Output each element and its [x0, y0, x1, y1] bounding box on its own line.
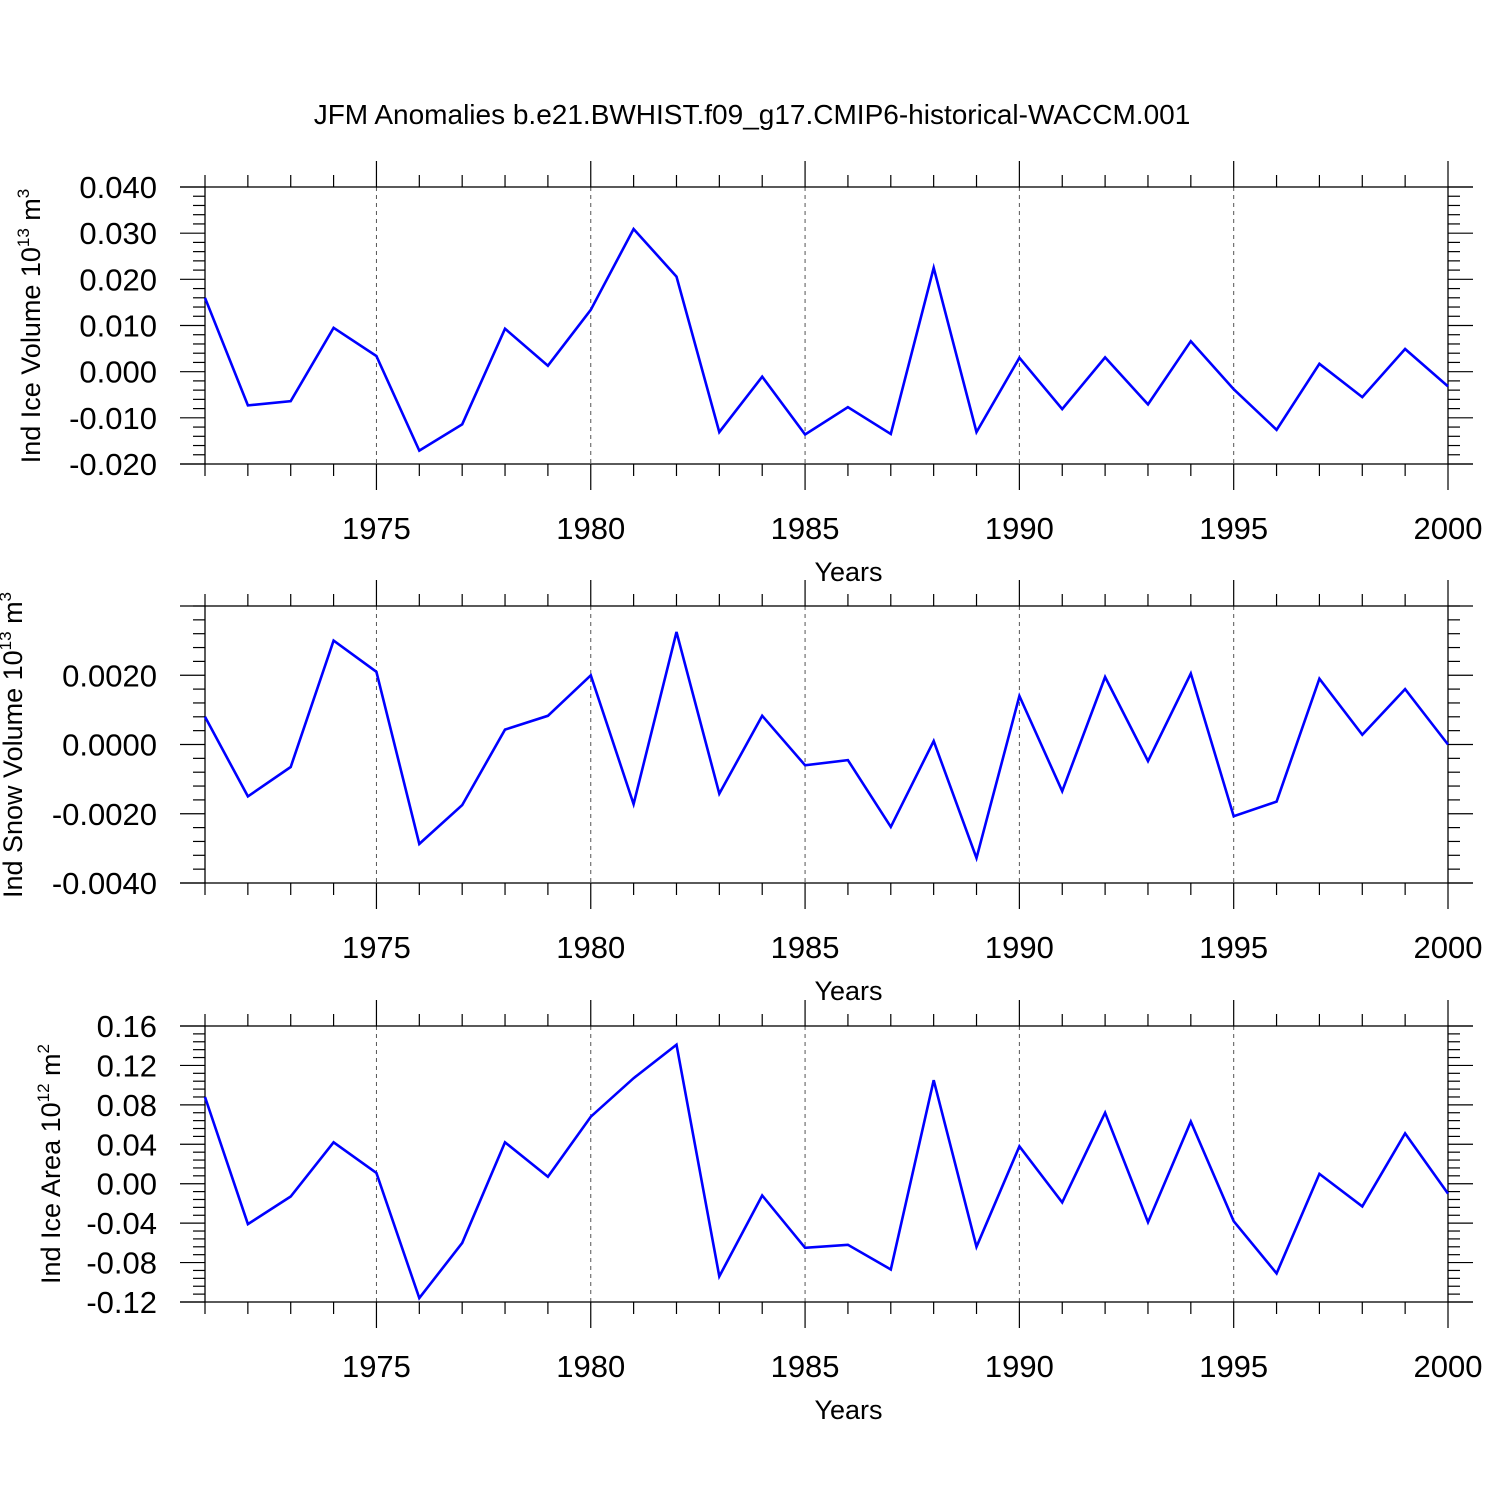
- x-tick-label: 2000: [1414, 511, 1483, 546]
- plot-frame: [204, 1025, 1449, 1303]
- y-tick-label: 0.040: [79, 170, 157, 205]
- x-tick-label: 1980: [556, 930, 625, 965]
- y-tick-label: 0.020: [79, 262, 157, 297]
- x-axis-label: Years: [814, 557, 882, 587]
- x-tick-label: 1985: [771, 511, 840, 546]
- y-tick-label: -0.04: [86, 1206, 157, 1241]
- y-tick-label: 0.000: [79, 355, 157, 390]
- panel-2: -0.0040 -0.0020 0.0000 0.0020 1975 1980 1985 19…: [0, 580, 1482, 1006]
- series-line: [203, 226, 1449, 453]
- x-tick-label: 2000: [1414, 1349, 1483, 1384]
- x-tick-label: 1975: [342, 1349, 411, 1384]
- y-tick-label: 0.08: [97, 1088, 157, 1123]
- panels: -0.020 -0.010 0.000 0.010 0.020 0.030 0.040 197…: [0, 161, 1482, 1425]
- plot-frame: [204, 186, 1449, 465]
- x-tick-label: 1990: [985, 511, 1054, 546]
- y-axis-label: Ind Ice Volume 1013 m3: [14, 189, 46, 464]
- plot-frame: [204, 605, 1449, 884]
- x-tick-label: 1990: [985, 930, 1054, 965]
- x-tick-label: 1975: [342, 930, 411, 965]
- x-tick-label: 1995: [1199, 1349, 1268, 1384]
- x-tick-label: 1985: [771, 1349, 840, 1384]
- y-tick-label: 0.030: [79, 216, 157, 251]
- x-tick-label: 1995: [1199, 511, 1268, 546]
- x-tick-label: 1980: [556, 511, 625, 546]
- y-axis-label: Ind Snow Volume 1013 m3: [0, 592, 28, 898]
- y-tick-label: -0.010: [69, 401, 157, 436]
- x-tick-label: 1980: [556, 1349, 625, 1384]
- y-tick-label: -0.12: [86, 1285, 157, 1320]
- x-axis-label: Years: [814, 1395, 882, 1425]
- y-tick-label: 0.00: [97, 1167, 157, 1202]
- x-axis-label: Years: [814, 976, 882, 1006]
- y-tick-label: 0.12: [97, 1048, 157, 1083]
- y-tick-label: 0.010: [79, 309, 157, 344]
- x-tick-label: 1985: [771, 930, 840, 965]
- y-tick-label: -0.020: [69, 447, 157, 482]
- x-tick-label: 1990: [985, 1349, 1054, 1384]
- panel-1: -0.020 -0.010 0.000 0.010 0.020 0.030 0.040 197…: [14, 161, 1482, 587]
- y-tick-label: 0.0020: [62, 658, 157, 693]
- panel-3: -0.12 -0.08 -0.04 0.00 0.04 0.08 0.12 0.16 1975 1…: [34, 1000, 1482, 1425]
- x-tick-label: 2000: [1414, 930, 1483, 965]
- x-tick-label: 1975: [342, 511, 411, 546]
- figure-title: JFM Anomalies b.e21.BWHIST.f09_g17.CMIP6…: [314, 99, 1191, 130]
- y-tick-label: -0.0040: [52, 866, 157, 901]
- series-line: [203, 1042, 1450, 1301]
- y-tick-label: 0.16: [97, 1009, 157, 1044]
- y-tick-label: 0.0000: [62, 728, 157, 763]
- x-tick-label: 1995: [1199, 930, 1268, 965]
- y-tick-label: 0.04: [97, 1127, 157, 1162]
- y-tick-label: -0.0020: [52, 797, 157, 832]
- y-axis-label: Ind Ice Area 1012 m2: [34, 1044, 66, 1284]
- series-line: [203, 631, 1450, 863]
- y-tick-label: -0.08: [86, 1246, 157, 1281]
